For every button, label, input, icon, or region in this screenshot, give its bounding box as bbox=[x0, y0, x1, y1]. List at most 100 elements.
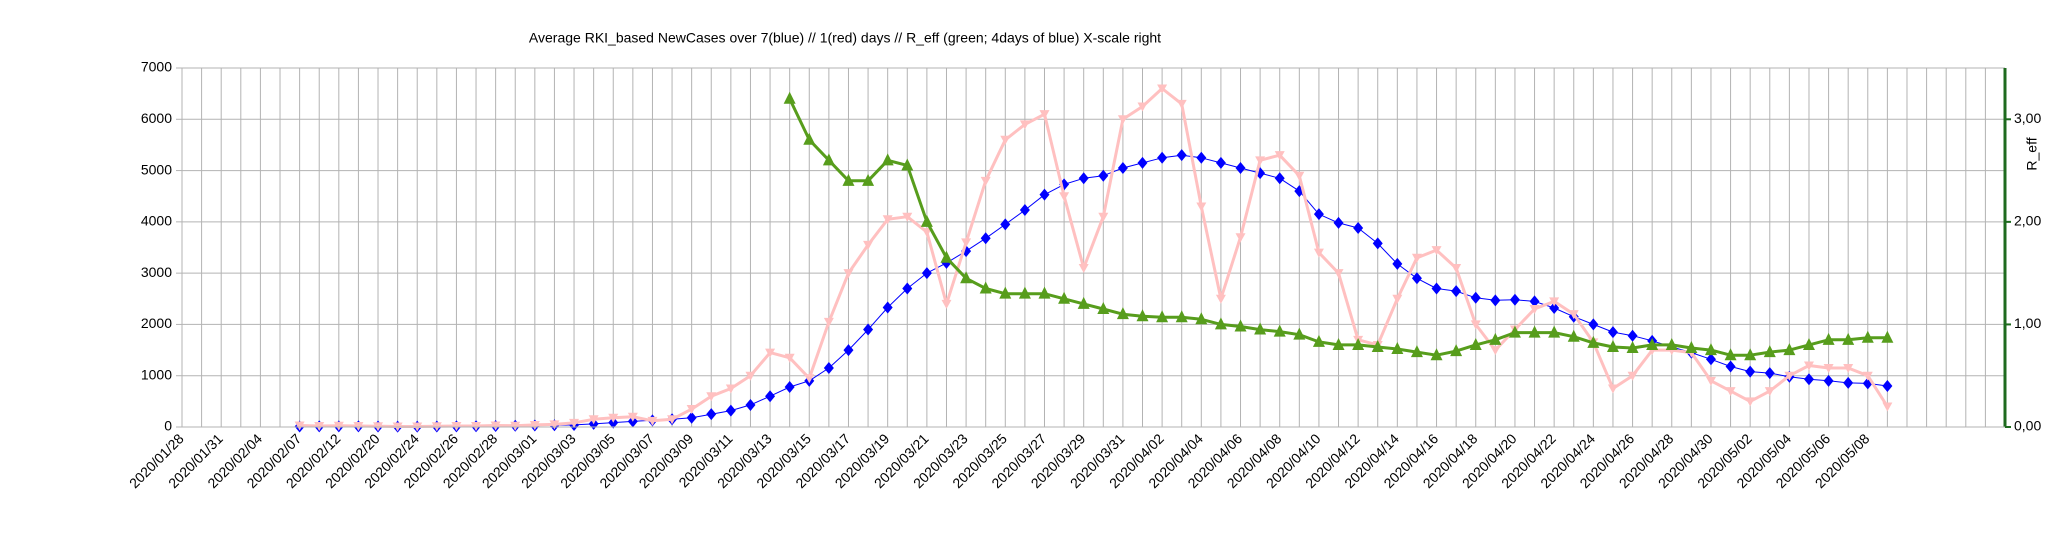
data-point bbox=[1353, 222, 1364, 235]
data-point bbox=[1019, 120, 1030, 130]
data-point bbox=[294, 421, 305, 431]
data-point bbox=[1725, 360, 1736, 373]
data-point bbox=[1803, 373, 1814, 386]
data-point bbox=[1235, 233, 1246, 243]
data-point bbox=[1704, 343, 1717, 356]
data-point bbox=[1018, 286, 1031, 299]
data-point bbox=[1196, 151, 1207, 164]
data-point bbox=[783, 91, 796, 104]
data-point bbox=[979, 281, 992, 294]
data-point bbox=[1861, 330, 1874, 343]
y2-axis-title: R_eff bbox=[2024, 137, 2040, 170]
data-point bbox=[1529, 295, 1540, 308]
data-point bbox=[1234, 319, 1247, 332]
data-point bbox=[960, 271, 973, 284]
data-point bbox=[1509, 293, 1520, 306]
data-point bbox=[1215, 156, 1226, 169]
y-tick-label: 3000 bbox=[141, 264, 172, 280]
data-point bbox=[1508, 325, 1521, 338]
data-point bbox=[1823, 364, 1834, 374]
data-point bbox=[804, 374, 815, 384]
data-point bbox=[882, 301, 893, 314]
data-point bbox=[451, 421, 462, 431]
data-point bbox=[902, 212, 913, 222]
data-point bbox=[1843, 376, 1854, 389]
data-point bbox=[1333, 216, 1344, 229]
data-point bbox=[1627, 371, 1638, 381]
data-point bbox=[940, 250, 953, 263]
data-point bbox=[1294, 171, 1305, 181]
data-point bbox=[1606, 339, 1619, 352]
data-point bbox=[1744, 348, 1757, 361]
data-point bbox=[1745, 397, 1756, 407]
data-point bbox=[1627, 329, 1638, 342]
data-point bbox=[1000, 135, 1011, 145]
data-point bbox=[1745, 365, 1756, 378]
data-point bbox=[1137, 102, 1148, 112]
chart-title: Average RKI_based NewCases over 7(blue) … bbox=[529, 30, 1161, 46]
data-point bbox=[471, 421, 482, 431]
data-point bbox=[1529, 305, 1540, 315]
data-point bbox=[803, 132, 816, 145]
data-point bbox=[1724, 348, 1737, 361]
data-point bbox=[569, 418, 580, 428]
data-point bbox=[784, 353, 795, 363]
data-point bbox=[1392, 294, 1403, 304]
data-point bbox=[333, 421, 344, 431]
data-point bbox=[1058, 291, 1071, 304]
data-point bbox=[1763, 345, 1776, 358]
data-point bbox=[1039, 110, 1050, 120]
data-point bbox=[1352, 337, 1365, 350]
data-point bbox=[881, 153, 894, 166]
data-point bbox=[588, 415, 599, 425]
data-point bbox=[1784, 371, 1795, 381]
y-tick-label: 1000 bbox=[141, 366, 172, 382]
data-point bbox=[1391, 342, 1404, 355]
data-point bbox=[745, 371, 756, 381]
data-point bbox=[1607, 326, 1618, 339]
data-point bbox=[843, 269, 854, 279]
data-point bbox=[1274, 172, 1285, 185]
data-point bbox=[549, 420, 560, 430]
data-point bbox=[1705, 376, 1716, 386]
data-point bbox=[1215, 294, 1226, 304]
data-point bbox=[1038, 286, 1051, 299]
data-point bbox=[941, 299, 952, 309]
data-point bbox=[1430, 348, 1443, 361]
data-point bbox=[1823, 374, 1834, 387]
data-point bbox=[921, 267, 932, 280]
data-point bbox=[1411, 253, 1422, 263]
data-point bbox=[1176, 99, 1187, 109]
data-point bbox=[706, 408, 717, 421]
data-point bbox=[1626, 341, 1639, 354]
data-point bbox=[1059, 192, 1070, 202]
data-point bbox=[1157, 84, 1168, 94]
data-point bbox=[980, 176, 991, 186]
data-point bbox=[1254, 322, 1267, 335]
data-point bbox=[1117, 115, 1128, 125]
data-point bbox=[1607, 384, 1618, 394]
data-point bbox=[1822, 332, 1835, 345]
data-point bbox=[1685, 341, 1698, 354]
data-point bbox=[1333, 269, 1344, 279]
data-point bbox=[1371, 339, 1384, 352]
data-point bbox=[961, 238, 972, 248]
data-point bbox=[1469, 337, 1482, 350]
data-point bbox=[1587, 335, 1600, 348]
data-point bbox=[1000, 218, 1011, 231]
data-point bbox=[1156, 310, 1169, 323]
data-point bbox=[1293, 327, 1306, 340]
data-point bbox=[1764, 367, 1775, 380]
y-tick-label: 7000 bbox=[141, 59, 172, 75]
y-tick-label: 6000 bbox=[141, 110, 172, 126]
data-point bbox=[1136, 309, 1149, 322]
data-point bbox=[999, 286, 1012, 299]
data-point bbox=[627, 412, 638, 422]
data-point bbox=[1470, 291, 1481, 304]
data-point bbox=[1725, 387, 1736, 397]
data-point bbox=[862, 173, 875, 186]
data-point bbox=[822, 153, 835, 166]
data-point bbox=[765, 390, 776, 403]
data-point bbox=[1842, 332, 1855, 345]
